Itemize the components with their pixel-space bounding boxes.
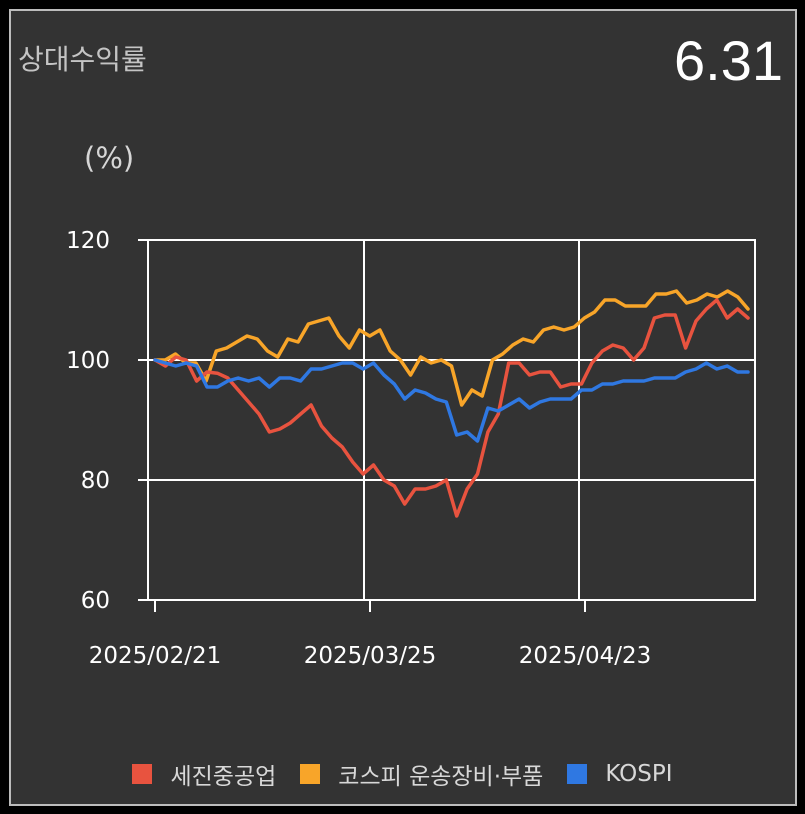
y-tick-label: 80 [81, 468, 110, 494]
chart-panel [9, 9, 797, 806]
legend-swatch [132, 764, 153, 784]
legend-item: 코스피 운송장비·부품 [300, 757, 543, 791]
legend-item: KOSPI [567, 761, 673, 787]
x-tick-label: 2025/02/21 [89, 643, 222, 669]
legend: 세진중공업 코스피 운송장비·부품 KOSPI [0, 757, 805, 791]
x-tick-label: 2025/04/23 [519, 643, 652, 669]
y-tick-label: 120 [66, 228, 110, 254]
legend-label: KOSPI [605, 761, 673, 787]
chart-title: 상대수익률 [18, 43, 147, 76]
y-tick-label: 100 [66, 348, 110, 374]
series-line-2 [153, 358, 750, 443]
legend-label: 세진중공업 [170, 764, 277, 790]
series-line-0 [153, 298, 750, 518]
grid-lines [148, 240, 755, 600]
series-line-1 [153, 289, 750, 407]
legend-swatch [567, 764, 588, 784]
x-tick-label: 2025/03/25 [304, 643, 437, 669]
y-tick-label: 60 [81, 588, 110, 614]
series-lines [153, 289, 750, 518]
legend-swatch [300, 764, 321, 784]
return-value: 6.31 [674, 29, 783, 92]
axis-ticks: 120 100 80 60 2025/02/21 2025/03/25 2025/04/23 [66, 228, 651, 669]
legend-item: 세진중공업 [132, 757, 276, 791]
legend-label: 코스피 운송장비·부품 [338, 764, 544, 790]
y-axis-unit: (%) [84, 141, 135, 175]
plot-area [147, 239, 756, 601]
